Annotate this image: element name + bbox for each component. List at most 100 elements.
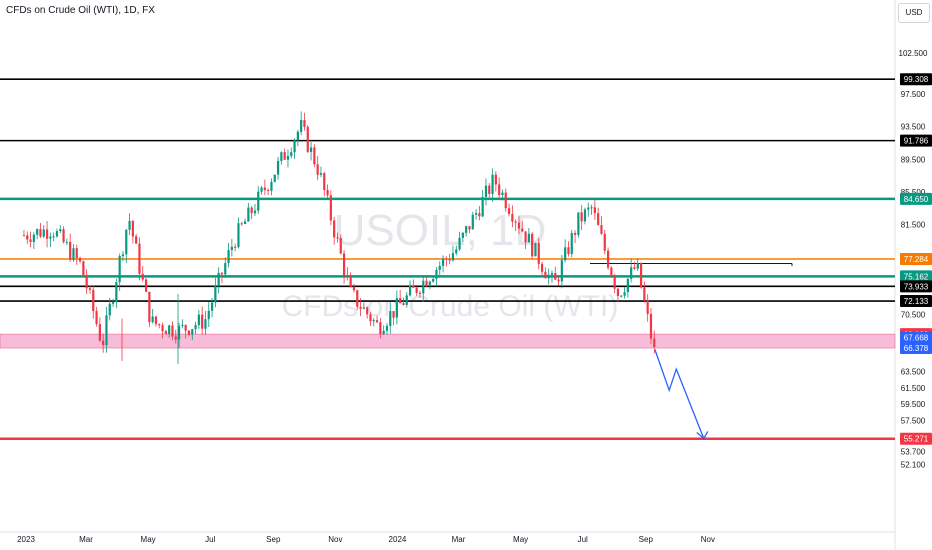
candle-body — [478, 213, 481, 217]
candle-body — [422, 280, 425, 294]
candle-body — [474, 213, 478, 215]
candle-body — [168, 325, 171, 335]
candle-body — [164, 331, 167, 335]
x-tick-label: 2024 — [389, 535, 407, 544]
candle-body — [141, 273, 144, 280]
x-tick-label: Nov — [701, 535, 715, 544]
watermark-name: CFDs on Crude Oil (WTI) — [282, 290, 619, 323]
price-label: 72.133 — [904, 297, 929, 306]
candle-body — [194, 325, 197, 330]
price-label-box — [900, 342, 932, 355]
candle-body — [174, 336, 177, 340]
candle-body — [69, 241, 72, 260]
candle-body — [455, 249, 458, 254]
chart-title: CFDs on Crude Oil (WTI), 1D, FX — [6, 5, 155, 16]
candle-body — [181, 324, 184, 326]
candle-body — [481, 196, 484, 217]
candle-body — [573, 232, 577, 235]
price-label-box — [900, 331, 932, 344]
x-tick-label: Mar — [79, 535, 93, 544]
candle-body — [465, 226, 468, 233]
candle-body — [366, 307, 369, 315]
candle-body — [72, 248, 75, 260]
y-tick-label: 52.100 — [901, 461, 926, 470]
candle-body — [402, 303, 405, 305]
y-tick-label: 81.500 — [901, 221, 926, 230]
candle-body — [441, 258, 445, 266]
x-tick-label: Mar — [452, 535, 466, 544]
candle-body — [633, 267, 636, 269]
y-tick-label: 70.500 — [901, 310, 926, 319]
candle-body — [240, 223, 243, 225]
candle-body — [75, 248, 78, 258]
price-label: 67.668 — [904, 334, 929, 343]
candle-body — [55, 231, 59, 237]
candle-body — [540, 263, 544, 272]
candle-body — [309, 147, 313, 152]
candle-body — [39, 229, 42, 237]
candle-body — [273, 174, 276, 182]
candle-body — [405, 295, 408, 305]
candle-body — [191, 329, 194, 335]
candle-body — [435, 269, 438, 280]
watermark-symbol: USOIL, 1D — [334, 206, 547, 255]
candle-body — [267, 189, 270, 191]
candle-body — [636, 262, 639, 269]
candle-body — [316, 164, 319, 175]
candle-body — [105, 315, 108, 346]
candle-body — [296, 131, 299, 141]
candle-body — [514, 221, 517, 223]
candle-body — [590, 207, 593, 209]
candle-body — [451, 253, 455, 261]
candle-body — [531, 233, 534, 257]
candle-body — [161, 325, 164, 332]
candle-body — [59, 229, 62, 232]
candle-body — [65, 241, 68, 243]
y-tick-label: 89.500 — [901, 155, 926, 164]
y-tick-label: 59.500 — [901, 400, 926, 409]
candle-body — [639, 262, 643, 288]
candle-body — [52, 236, 55, 238]
x-tick-label: 2023 — [17, 535, 35, 544]
candle-body — [527, 233, 530, 243]
candle-body — [336, 237, 339, 239]
candle-body — [653, 338, 656, 347]
candle-body — [313, 147, 316, 165]
candle-body — [151, 316, 154, 323]
currency-button[interactable]: USD — [898, 3, 930, 23]
candle-body — [613, 276, 616, 289]
candle-body — [102, 340, 105, 346]
candle-body — [580, 212, 583, 222]
candle-body — [346, 275, 349, 277]
candle-body — [187, 330, 191, 335]
candle-body — [260, 187, 263, 192]
candle-body — [333, 220, 336, 238]
candle-body — [603, 233, 606, 251]
candle-body — [494, 174, 497, 185]
candle-body — [144, 279, 148, 292]
price-label-box — [900, 432, 932, 445]
candle-body — [597, 213, 600, 226]
x-tick-label: Jul — [578, 535, 588, 544]
candle-body — [550, 273, 554, 275]
candle-body — [425, 280, 428, 287]
candle-body — [646, 300, 649, 314]
candle-body — [227, 250, 230, 264]
candle-body — [214, 285, 217, 303]
candle-body — [626, 278, 629, 293]
y-tick-label: 61.500 — [901, 384, 926, 393]
candle-body — [207, 310, 210, 320]
candle-body — [557, 279, 560, 282]
candle-body — [22, 235, 26, 237]
candle-body — [438, 265, 441, 270]
candle-body — [359, 306, 362, 309]
candle-body — [88, 288, 92, 290]
candle-body — [392, 311, 395, 318]
candle-body — [237, 223, 240, 248]
candle-body — [511, 214, 514, 222]
candle-body — [649, 313, 653, 339]
x-tick-label: Sep — [639, 535, 654, 544]
candle-body — [488, 185, 491, 194]
candle-body — [197, 314, 200, 326]
